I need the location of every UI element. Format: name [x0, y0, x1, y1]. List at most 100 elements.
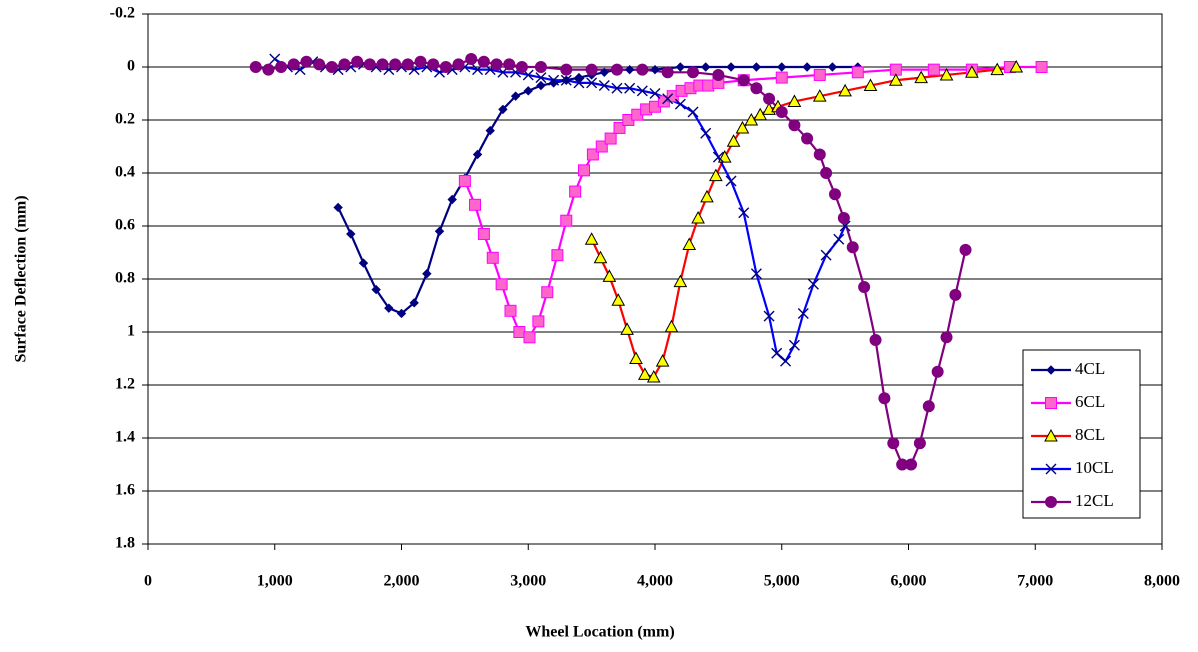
- data-point: [613, 121, 626, 134]
- data-point: [300, 55, 313, 68]
- y-tick-label: 1.4: [115, 429, 135, 446]
- data-point: [584, 232, 599, 245]
- data-point: [914, 70, 929, 84]
- data-point: [828, 188, 841, 201]
- data-point: [548, 78, 559, 88]
- legend: [1022, 349, 1141, 519]
- data-point: [649, 88, 661, 99]
- data-point: [636, 85, 648, 97]
- y-tick-label: 1.2: [115, 376, 135, 393]
- y-tick-label: -0.2: [110, 5, 135, 22]
- data-point: [325, 61, 338, 73]
- data-point: [346, 229, 356, 239]
- data-point: [959, 243, 972, 256]
- data-point: [927, 63, 940, 76]
- data-point: [495, 278, 508, 291]
- data-point: [725, 175, 737, 187]
- data-point: [351, 55, 364, 68]
- data-point: [371, 284, 381, 295]
- data-point: [837, 212, 850, 225]
- data-point: [472, 149, 483, 160]
- data-point: [763, 310, 775, 322]
- series-line: [337, 65, 858, 315]
- data-point: [504, 304, 517, 317]
- data-point: [611, 293, 626, 306]
- data-point: [682, 237, 697, 251]
- data-point: [593, 250, 608, 264]
- y-tick-label: 0.4: [115, 164, 135, 181]
- data-point: [763, 92, 776, 105]
- y-tick-label: 0.6: [115, 217, 135, 234]
- data-point: [532, 315, 545, 328]
- data-point: [422, 268, 432, 279]
- data-point: [376, 58, 389, 71]
- data-point: [687, 66, 700, 79]
- legend-marker: [1044, 428, 1058, 442]
- data-point: [602, 269, 617, 282]
- data-point: [940, 331, 953, 344]
- data-point: [638, 367, 652, 380]
- data-point: [313, 58, 326, 71]
- data-point: [738, 207, 750, 219]
- data-point: [674, 98, 686, 110]
- data-point: [887, 437, 900, 450]
- y-tick-label: 1: [127, 323, 135, 340]
- data-point: [673, 274, 688, 288]
- data-point: [574, 72, 584, 83]
- legend-label: 4CL: [1075, 359, 1105, 378]
- data-point: [750, 82, 763, 95]
- legend-marker: [1046, 365, 1056, 375]
- data-point: [358, 258, 369, 268]
- data-point: [469, 198, 482, 211]
- data-point: [477, 55, 490, 68]
- data-point: [275, 61, 288, 73]
- legend-label: 12CL: [1075, 491, 1114, 510]
- data-point: [807, 278, 819, 290]
- data-point: [389, 58, 402, 71]
- data-point: [797, 307, 809, 319]
- x-tick-label: 2,000: [384, 573, 420, 590]
- data-point: [827, 62, 838, 72]
- data-point: [477, 227, 490, 240]
- data-point: [434, 226, 445, 237]
- data-point: [485, 125, 495, 136]
- data-point: [664, 319, 679, 333]
- y-tick-label: 0: [127, 58, 135, 75]
- y-tick-label: 0.8: [115, 270, 135, 287]
- data-point: [610, 63, 623, 76]
- data-point: [750, 268, 762, 280]
- data-point: [595, 140, 608, 153]
- data-point: [1035, 61, 1048, 73]
- data-point: [427, 58, 440, 71]
- data-point: [833, 233, 845, 245]
- data-point: [452, 58, 465, 71]
- data-point: [905, 458, 918, 471]
- data-point: [465, 53, 478, 66]
- data-point: [620, 322, 634, 335]
- data-point: [726, 134, 741, 147]
- data-point: [287, 58, 300, 71]
- data-point: [802, 62, 812, 72]
- data-point: [655, 354, 670, 367]
- data-point: [801, 132, 814, 145]
- data-point: [820, 167, 833, 179]
- data-point: [585, 63, 598, 76]
- data-point: [363, 58, 376, 71]
- legend-label: 6CL: [1075, 392, 1105, 411]
- data-point: [490, 58, 503, 71]
- data-point: [523, 86, 533, 96]
- data-point: [536, 80, 546, 91]
- data-point: [813, 148, 826, 161]
- data-point: [560, 74, 572, 86]
- legend-label: 8CL: [1075, 425, 1105, 444]
- data-point: [249, 61, 262, 73]
- data-point: [503, 58, 516, 71]
- data-point: [851, 66, 864, 79]
- x-tick-label: 4,000: [637, 573, 673, 590]
- data-point: [863, 78, 878, 92]
- legend-marker: [1045, 397, 1057, 409]
- data-point: [700, 127, 712, 139]
- data-point: [990, 62, 1005, 76]
